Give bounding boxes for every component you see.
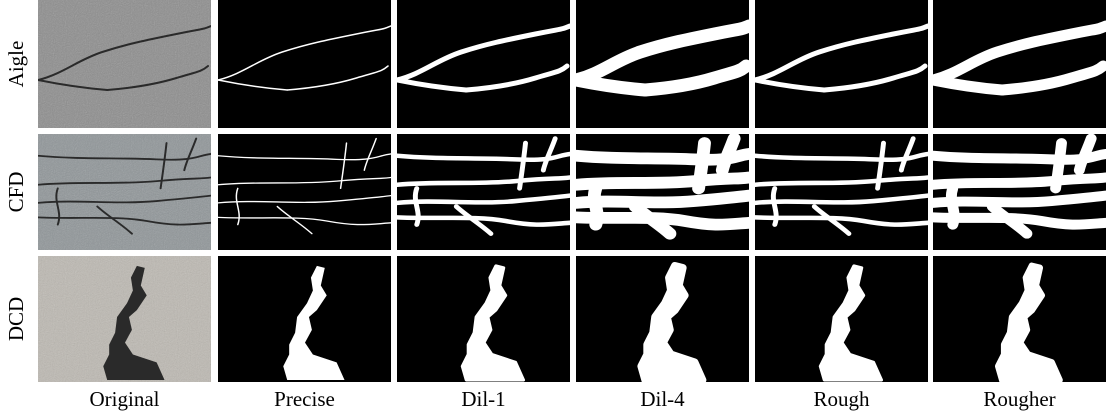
image-cell: [38, 256, 211, 382]
image-cell: [576, 0, 749, 128]
image-cell: [755, 256, 928, 382]
image-cell: [933, 256, 1106, 382]
row-label: CFD: [4, 172, 28, 213]
image-cell: [933, 0, 1106, 128]
column-label: Rough: [813, 387, 870, 411]
image-cell: [218, 0, 391, 128]
image-cell: [576, 256, 749, 382]
column-label: Rougher: [983, 387, 1055, 411]
image-cell: [397, 134, 570, 250]
image-cell: [755, 0, 928, 128]
column-label: Dil-1: [461, 387, 505, 411]
image-cell: [218, 134, 391, 250]
image-cell: [38, 0, 211, 128]
image-cell: [38, 134, 211, 250]
row-label: DCD: [4, 297, 28, 341]
image-cell: [218, 256, 391, 382]
column-label: Original: [90, 387, 160, 411]
image-cell: [576, 134, 749, 250]
image-cell: [397, 256, 570, 382]
column-label: Precise: [274, 387, 335, 411]
image-cell: [933, 134, 1106, 250]
column-label: Dil-4: [640, 387, 685, 411]
image-cell: [755, 134, 928, 250]
image-cell: [397, 0, 570, 128]
row-label: Aigle: [4, 41, 28, 88]
